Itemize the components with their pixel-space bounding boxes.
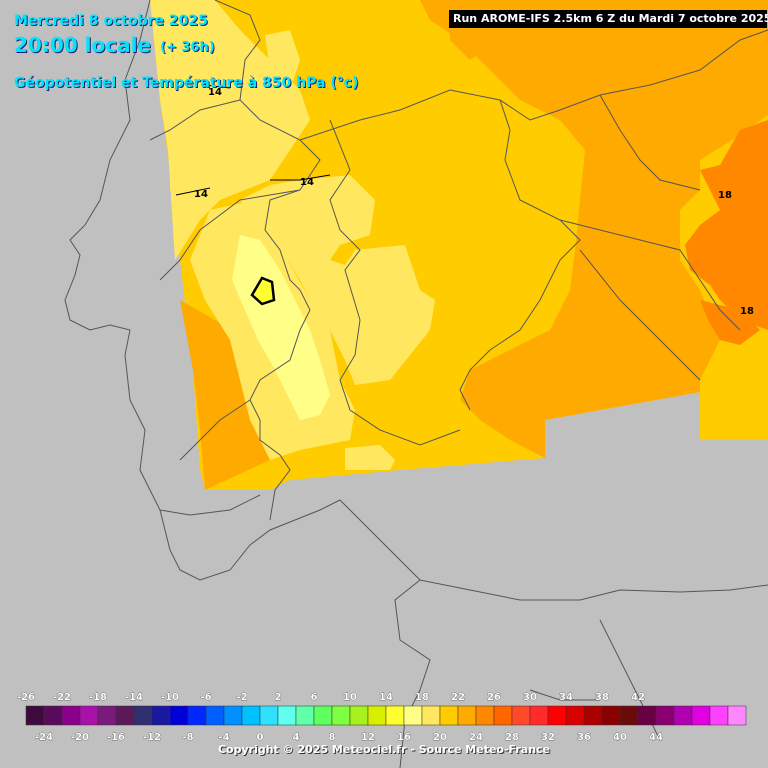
color-scale-swatch xyxy=(97,705,117,726)
color-scale-tick-label: 18 xyxy=(415,692,429,703)
color-scale-swatch xyxy=(529,705,549,726)
color-scale-tick-label: -22 xyxy=(53,692,71,703)
color-scale-swatch xyxy=(331,705,351,726)
color-scale-swatch xyxy=(673,705,693,726)
color-scale-swatch xyxy=(367,705,387,726)
map-borders xyxy=(64,0,768,768)
color-scale-swatch xyxy=(133,705,153,726)
color-scale-swatch xyxy=(493,705,513,726)
color-scale-swatch xyxy=(187,705,207,726)
color-scale-swatch xyxy=(259,705,279,726)
color-scale-tick-label: -26 xyxy=(17,692,35,703)
color-scale-tick-label: 38 xyxy=(595,692,609,703)
color-scale-tick-label: 6 xyxy=(311,692,318,703)
color-scale-bottom-labels: -24 -20 -16 -12 -8 -4 0 4 8 12 16 20 24 28 32 36 40 44 xyxy=(35,732,664,744)
color-scale-swatch xyxy=(439,705,459,726)
color-scale-tick-label: 24 xyxy=(469,732,483,743)
color-scale-swatch xyxy=(43,705,63,726)
color-scale-tick-label: -10 xyxy=(161,692,179,703)
color-scale xyxy=(25,705,747,726)
color-scale-swatch xyxy=(313,705,333,726)
color-scale-tick-label: 40 xyxy=(613,732,627,743)
color-scale-tick-label: 8 xyxy=(329,732,336,743)
color-scale-tick-label: -2 xyxy=(236,692,247,703)
color-scale-swatch xyxy=(475,705,495,726)
color-scale-tick-label: -18 xyxy=(89,692,107,703)
color-scale-tick-label: 22 xyxy=(451,692,465,703)
color-scale-swatch xyxy=(61,705,81,726)
color-scale-tick-label: 2 xyxy=(275,692,282,703)
parameter-title: Géopotentiel et Température à 850 hPa (°… xyxy=(14,75,359,91)
color-scale-swatch xyxy=(421,705,441,726)
color-scale-swatch xyxy=(583,705,603,726)
color-scale-tick-label: 10 xyxy=(343,692,357,703)
color-scale-tick-label: 42 xyxy=(631,692,645,703)
color-scale-tick-label: 20 xyxy=(433,732,447,743)
color-scale-swatch xyxy=(637,705,657,726)
color-scale-tick-label: 36 xyxy=(577,732,591,743)
color-scale-tick-label: 0 xyxy=(257,732,264,743)
color-scale-tick-label: -20 xyxy=(71,732,89,743)
isotherm-label: 18 xyxy=(740,306,754,317)
color-scale-swatch xyxy=(79,705,99,726)
color-scale-swatch xyxy=(205,705,225,726)
isotherm-label: 18 xyxy=(718,190,732,201)
color-scale-tick-label: 30 xyxy=(523,692,537,703)
color-scale-swatch xyxy=(25,705,45,726)
color-scale-tick-label: -16 xyxy=(107,732,125,743)
color-scale-swatch xyxy=(169,705,189,726)
color-scale-swatch xyxy=(601,705,621,726)
isotherm-label: 14 xyxy=(208,87,222,98)
color-scale-swatch xyxy=(385,705,405,726)
isotherm-label: 14 xyxy=(300,177,314,188)
color-scale-swatch xyxy=(547,705,567,726)
color-scale-tick-label: 32 xyxy=(541,732,555,743)
color-scale-tick-label: 16 xyxy=(397,732,411,743)
color-scale-swatch xyxy=(457,705,477,726)
isotherm-label: 14 xyxy=(194,189,208,200)
color-scale-tick-label: 26 xyxy=(487,692,501,703)
color-scale-top-labels: -26 -22 -18 -14 -10 -6 -2 2 6 10 14 18 22 26 30 34 38 42 xyxy=(17,692,646,704)
color-scale-tick-label: -24 xyxy=(35,732,53,743)
color-scale-swatch xyxy=(115,705,135,726)
color-scale-swatch xyxy=(727,705,747,726)
isotherm-labels: 14 14 14 18 18 xyxy=(194,87,754,317)
color-scale-swatch xyxy=(709,705,729,726)
color-scale-tick-label: -6 xyxy=(200,692,211,703)
color-scale-swatch xyxy=(565,705,585,726)
run-info: Run AROME-IFS 2.5km 6 Z du Mardi 7 octob… xyxy=(449,10,768,28)
color-scale-tick-label: 44 xyxy=(649,732,663,743)
color-scale-tick-label: 14 xyxy=(379,692,393,703)
color-scale-tick-label: -14 xyxy=(125,692,143,703)
color-scale-tick-label: 4 xyxy=(293,732,300,743)
color-scale-swatch xyxy=(277,705,297,726)
copyright: Copyright © 2025 Meteociel.fr - Source M… xyxy=(217,743,551,756)
color-scale-swatch xyxy=(655,705,675,726)
color-scale-tick-label: -4 xyxy=(218,732,229,743)
color-scale-tick-label: -12 xyxy=(143,732,161,743)
color-scale-tick-label: 12 xyxy=(361,732,375,743)
color-scale-tick-label: -8 xyxy=(182,732,193,743)
forecast-lead-time: (+ 36h) xyxy=(160,40,215,55)
color-scale-swatch xyxy=(295,705,315,726)
color-scale-tick-label: 34 xyxy=(559,692,573,703)
forecast-date: Mercredi 8 octobre 2025 xyxy=(14,13,208,29)
color-scale-swatch xyxy=(511,705,531,726)
color-scale-swatch xyxy=(349,705,369,726)
forecast-time: 20:00 locale xyxy=(14,33,151,57)
color-scale-swatch xyxy=(403,705,423,726)
color-scale-swatch xyxy=(151,705,171,726)
color-scale-swatch xyxy=(241,705,261,726)
color-scale-tick-label: 28 xyxy=(505,732,519,743)
color-scale-swatch xyxy=(619,705,639,726)
color-scale-swatch xyxy=(691,705,711,726)
color-scale-swatch xyxy=(223,705,243,726)
